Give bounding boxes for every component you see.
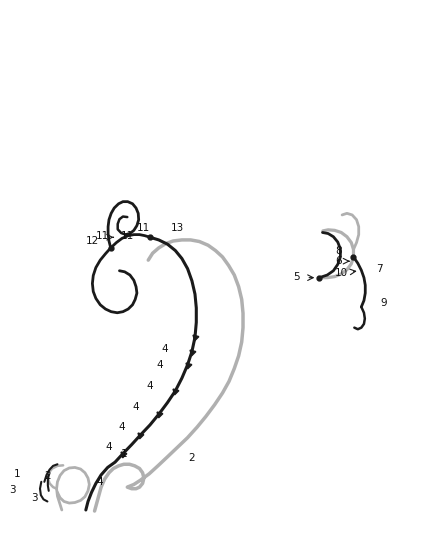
- Text: 3: 3: [10, 485, 16, 495]
- Text: 5: 5: [293, 272, 300, 282]
- Text: 2: 2: [188, 453, 195, 463]
- Text: 10: 10: [335, 268, 348, 278]
- Text: 11: 11: [120, 231, 134, 241]
- Text: 13: 13: [171, 223, 184, 233]
- Text: 11: 11: [96, 231, 109, 241]
- Text: 4: 4: [156, 360, 163, 370]
- Text: 9: 9: [381, 297, 387, 308]
- Text: 4: 4: [106, 442, 112, 452]
- Text: 4: 4: [162, 344, 168, 354]
- Text: 1: 1: [121, 449, 127, 458]
- Text: 4: 4: [133, 402, 140, 413]
- Text: 4: 4: [119, 422, 125, 432]
- Text: 1: 1: [14, 469, 21, 479]
- Text: 8: 8: [336, 246, 342, 255]
- Text: 7: 7: [376, 264, 383, 274]
- Text: 4: 4: [146, 381, 152, 391]
- Text: 11: 11: [137, 223, 150, 233]
- Text: 4: 4: [97, 477, 103, 487]
- Text: 12: 12: [86, 236, 99, 246]
- Text: 6: 6: [336, 256, 342, 266]
- Text: 2: 2: [44, 472, 51, 481]
- Text: 3: 3: [31, 492, 38, 503]
